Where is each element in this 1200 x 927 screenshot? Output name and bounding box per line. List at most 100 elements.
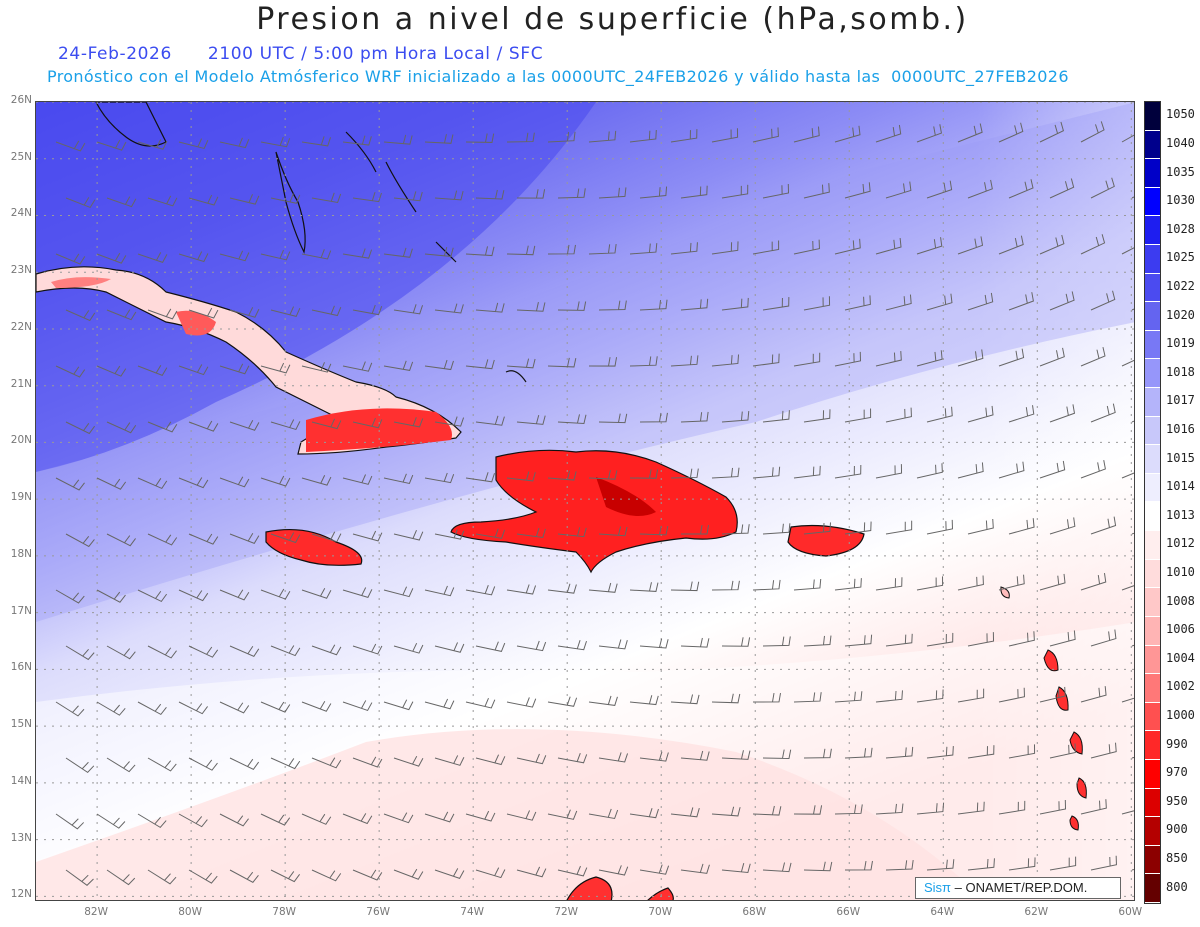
colorbar-label: 1035 bbox=[1166, 164, 1195, 179]
wind-barb bbox=[260, 813, 291, 826]
credit-text: – ONAMET/REP.DOM. bbox=[954, 880, 1088, 895]
wind-barb bbox=[137, 589, 168, 603]
wind-barb bbox=[639, 638, 669, 649]
colorbar-label: 1030 bbox=[1166, 193, 1195, 208]
wind-barb bbox=[301, 136, 332, 147]
wind-barb bbox=[875, 803, 904, 815]
wind-barb bbox=[65, 309, 96, 322]
wind-barb bbox=[383, 247, 413, 258]
wind-barb bbox=[762, 636, 791, 647]
wind-barb bbox=[885, 520, 913, 535]
wind-barb bbox=[506, 810, 537, 821]
wind-barb bbox=[106, 757, 136, 773]
wind-barb bbox=[598, 300, 627, 311]
wind-barb bbox=[1039, 234, 1065, 255]
wind-barb bbox=[885, 746, 914, 759]
wind-barb bbox=[106, 421, 137, 434]
wind-barb bbox=[188, 757, 218, 771]
wind-barb bbox=[639, 864, 670, 875]
wind-barb bbox=[998, 687, 1025, 703]
wind-barb bbox=[55, 701, 85, 717]
wind-barb bbox=[352, 643, 383, 655]
wind-barb bbox=[352, 869, 383, 881]
wind-barb bbox=[188, 645, 219, 658]
wind-barb bbox=[639, 751, 669, 762]
wind-barb bbox=[793, 352, 821, 367]
wind-barb bbox=[711, 693, 741, 704]
wind-barb bbox=[557, 865, 588, 877]
wind-barb bbox=[424, 811, 455, 823]
wind-barb bbox=[229, 420, 260, 431]
wind-barb bbox=[465, 133, 495, 143]
wind-barb bbox=[1080, 573, 1107, 591]
colorbar-swatch bbox=[1145, 645, 1160, 675]
wind-barb bbox=[711, 806, 741, 817]
colorbar-swatch bbox=[1145, 130, 1160, 160]
wind-barb bbox=[424, 359, 454, 371]
wind-barb bbox=[1008, 179, 1034, 199]
wind-barb bbox=[506, 132, 535, 143]
wind-barb bbox=[137, 813, 167, 829]
colorbar-swatch bbox=[1145, 473, 1160, 503]
wind-barb bbox=[967, 405, 994, 423]
wind-barb bbox=[1080, 234, 1106, 255]
wind-barb bbox=[65, 533, 95, 548]
lat-label: 15N bbox=[10, 718, 32, 731]
wind-barb bbox=[1049, 291, 1075, 311]
wind-barb bbox=[65, 421, 96, 435]
wind-barb bbox=[957, 236, 984, 255]
wind-barb bbox=[762, 862, 792, 873]
wind-barb bbox=[424, 585, 455, 597]
wind-barb bbox=[1008, 744, 1036, 759]
wind-barb bbox=[670, 581, 700, 592]
wind-barb bbox=[629, 469, 659, 479]
wind-barb bbox=[1049, 743, 1076, 759]
wind-barb bbox=[670, 694, 700, 705]
wind-barb bbox=[147, 533, 178, 546]
lat-label: 14N bbox=[10, 774, 32, 787]
wind-barb bbox=[967, 858, 995, 871]
wind-barb bbox=[147, 645, 177, 659]
wind-barb bbox=[1090, 177, 1115, 199]
wind-barb bbox=[711, 128, 739, 143]
wind-barb bbox=[834, 464, 862, 479]
wind-barb bbox=[475, 302, 505, 313]
colorbar-label: 1028 bbox=[1166, 221, 1195, 236]
colorbar-swatch bbox=[1145, 616, 1160, 646]
lon-label: 62W bbox=[1024, 906, 1049, 918]
wind-barb bbox=[680, 863, 710, 874]
wind-barb bbox=[352, 756, 383, 768]
wind-barb bbox=[957, 688, 985, 703]
wind-barb bbox=[301, 475, 332, 486]
wind-barb bbox=[998, 235, 1024, 255]
wind-barb bbox=[219, 137, 250, 149]
wind-barb bbox=[188, 533, 219, 545]
wind-barb bbox=[55, 365, 86, 378]
wind-barb bbox=[301, 587, 332, 599]
wind-barb bbox=[393, 868, 424, 880]
lon-label: 76W bbox=[366, 906, 391, 918]
wind-barb bbox=[270, 193, 301, 204]
wind-barb bbox=[793, 239, 820, 255]
wind-barb bbox=[178, 477, 209, 489]
wind-barb bbox=[516, 189, 546, 199]
wind-barb bbox=[229, 645, 260, 657]
wind-barb bbox=[598, 865, 629, 876]
wind-barb bbox=[434, 529, 465, 540]
wind-barb bbox=[598, 526, 628, 537]
wind-barb bbox=[803, 296, 831, 311]
wind-barb bbox=[506, 245, 536, 256]
colorbar-swatch bbox=[1145, 359, 1160, 389]
wind-barb bbox=[188, 194, 219, 206]
lat-label: 19N bbox=[10, 491, 32, 504]
wind-barb bbox=[55, 477, 85, 491]
wind-barb bbox=[588, 808, 619, 820]
wind-barb bbox=[762, 183, 790, 199]
wind-barb bbox=[670, 468, 699, 479]
wind-barb bbox=[557, 188, 586, 199]
wind-barb bbox=[516, 640, 547, 652]
wind-barb bbox=[311, 192, 342, 203]
wind-barb bbox=[393, 642, 424, 654]
wind-barb bbox=[1090, 855, 1117, 871]
colorbar-swatch bbox=[1145, 674, 1160, 703]
